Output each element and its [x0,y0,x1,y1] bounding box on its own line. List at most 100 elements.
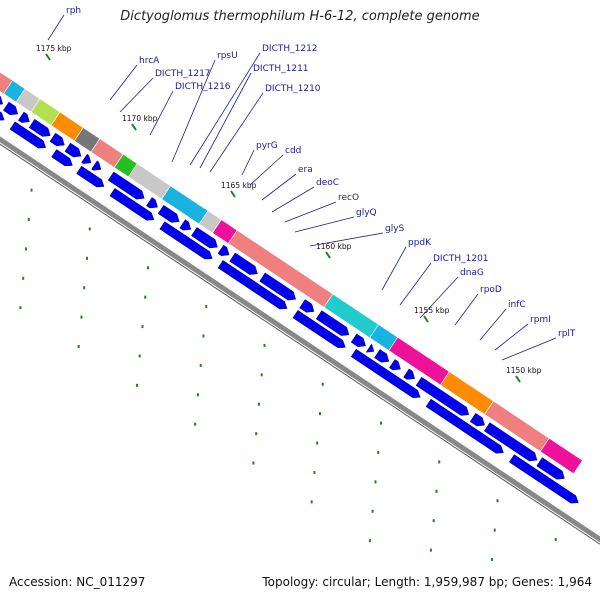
gene-arrow [374,349,390,363]
cog-block [323,293,380,339]
gene-arrow [2,101,19,116]
tick-dot [147,266,150,270]
gene-label: rpoD [480,285,502,295]
gene-leader-line [199,72,252,169]
gene-leader-line [494,323,529,351]
gene-label: DICTH_1201 [433,254,489,264]
gene-arrow-lower [109,187,155,221]
gene-leader-line [399,262,432,306]
tick-dot [138,354,141,358]
kbp-tick [45,53,51,61]
tick-dot [496,499,499,503]
tick-dot [368,539,371,543]
tick-dot [377,450,380,454]
gene-arrow [107,171,145,200]
gene-arrow-lower [508,454,579,504]
gene-arrow [17,111,30,123]
gene-arrow-lower [292,310,346,349]
tick-dot [313,470,316,474]
kbp-tick [423,315,429,323]
tick-dot [88,227,91,231]
tick-dot [310,500,313,504]
gene-arrow [217,244,230,256]
gene-arrow [191,227,218,249]
tick-dot [194,422,197,426]
tick-dot [257,402,260,406]
tick-dot [30,188,33,192]
genome-backbone [0,136,600,543]
tick-dot [379,421,382,425]
kbp-label: 1165 kbp [221,181,257,190]
kbp-label: 1155 kbp [414,306,450,315]
gene-arrow-lower [425,398,504,454]
gene-label: DICTH_1210 [265,84,321,94]
tick-dot [554,538,557,542]
gene-leader-line [209,92,264,173]
gene-label: dnaG [460,268,484,278]
gene-arrow-lower [0,111,5,121]
kbp-tick [325,251,331,259]
gene-label: cdd [285,146,301,156]
tick-dot [24,247,27,251]
gene-arrow [536,457,565,480]
kbp-label: 1175 kbp [36,44,72,53]
gene-label: rplT [558,329,576,339]
gene-leader-line [284,201,337,223]
gene-label: rpsU [217,51,238,61]
gene-arrow [64,142,82,158]
kbp-tick [230,190,236,198]
tick-dot [438,460,441,464]
gene-label: glyS [385,224,405,234]
gene-leader-line [241,149,255,176]
tick-dot [490,558,493,562]
tick-dot [321,382,324,386]
kbp-label: 1170 kbp [122,114,158,123]
tick-dot [263,343,266,347]
gene-label: DICTH_1216 [175,82,231,92]
topology-text: Topology: circular; Length: 1,959,987 bp… [262,575,592,589]
tick-dot [135,383,138,387]
gene-leader-line [294,216,355,233]
kbp-tick [131,123,137,131]
gene-leader-line [419,276,459,319]
tick-dot [22,276,25,280]
map-title: Dictyoglomus thermophilum H-6-12, comple… [120,9,480,24]
gene-leader-line [309,232,384,247]
gene-arrow [315,310,350,336]
tick-dot [202,334,205,338]
kbp-tick [515,375,521,383]
tick-dot [77,345,80,349]
gene-arrow [81,153,92,164]
gene-label: deoC [316,178,339,188]
gene-label: infC [508,300,526,310]
gene-arrow-lower [51,149,73,167]
gene-arrow-lower [217,260,288,310]
kbp-label: 1160 kbp [316,242,352,251]
tick-dot [260,373,263,377]
tick-dot [435,489,438,493]
tick-dot [493,528,496,532]
accession-text: Accession: NC_011297 [9,575,146,589]
gene-arrow-lower [9,121,47,149]
gene-label: recO [338,193,359,203]
tick-dot [27,218,30,222]
gene-leader-line [271,186,315,213]
gene-arrow [49,132,65,147]
gene-leader-line [119,77,154,113]
gene-leader-line [381,246,407,291]
tick-dot [432,519,435,523]
gene-label: DICTH_1211 [253,64,309,74]
genome-backbone-shadow [0,143,600,545]
gene-label: DICTH_1217 [155,69,211,79]
tick-dot [374,480,377,484]
gene-leader-line [109,64,138,101]
tick-dot [144,295,147,299]
gene-leader-line [149,90,174,136]
gene-leader-line [171,59,216,163]
gene-leader-line [454,293,479,326]
gene-label: DICTH_1212 [262,44,318,54]
gene-arrow [469,412,485,427]
gene-label: rpmI [530,315,551,325]
gene-arrow [483,422,538,462]
